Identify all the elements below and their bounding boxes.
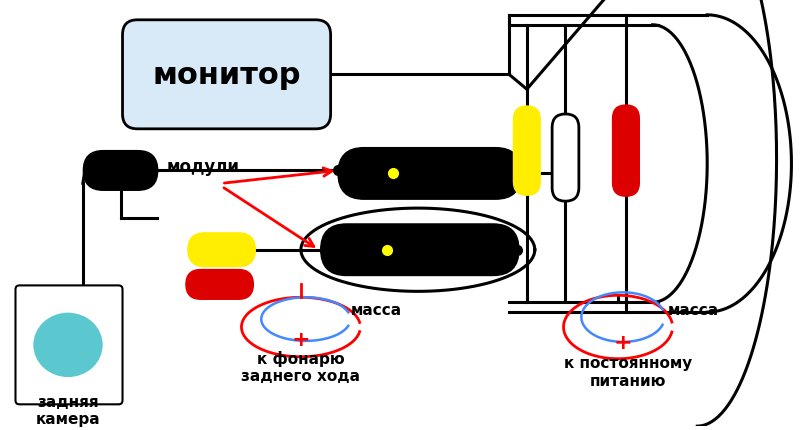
Text: +: + (614, 332, 632, 352)
FancyBboxPatch shape (83, 151, 158, 191)
FancyBboxPatch shape (514, 107, 540, 196)
Text: к постоянному
питанию: к постоянному питанию (564, 356, 692, 388)
Text: +: + (291, 329, 310, 349)
Text: масса: масса (350, 302, 402, 317)
Text: к фонарю
заднего хода: к фонарю заднего хода (242, 350, 361, 384)
Text: монитор: монитор (152, 61, 301, 89)
Text: задняя
камера: задняя камера (36, 394, 100, 427)
FancyBboxPatch shape (613, 106, 639, 197)
FancyBboxPatch shape (321, 224, 519, 276)
Text: модули: модули (167, 158, 240, 176)
FancyBboxPatch shape (552, 115, 579, 202)
FancyBboxPatch shape (15, 286, 122, 404)
Ellipse shape (34, 313, 102, 377)
FancyBboxPatch shape (186, 270, 254, 300)
FancyBboxPatch shape (122, 21, 330, 129)
Text: масса: масса (667, 302, 718, 317)
FancyBboxPatch shape (338, 148, 522, 200)
FancyBboxPatch shape (188, 233, 255, 267)
